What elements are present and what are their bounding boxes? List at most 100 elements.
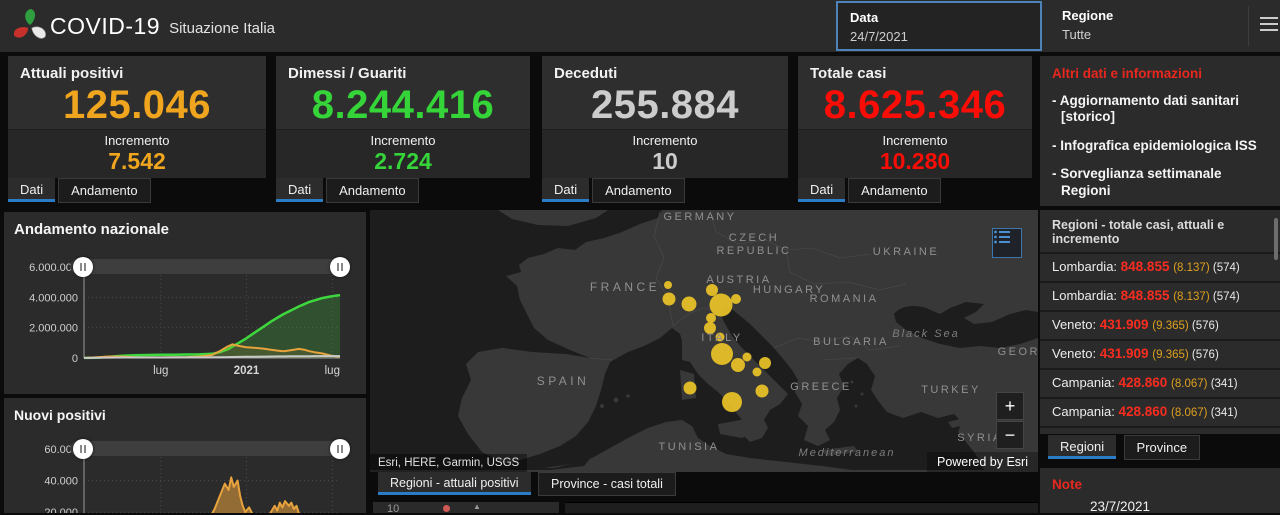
info-link[interactable]: - Sorveglianza settimanale Regioni bbox=[1052, 166, 1222, 198]
region-row[interactable]: Veneto: 431.909 (9.365) (576) bbox=[1040, 339, 1280, 368]
svg-text:60.000: 60.000 bbox=[44, 444, 78, 456]
tab-dati[interactable]: Dati bbox=[798, 178, 846, 202]
time-range-slider-track[interactable] bbox=[70, 259, 350, 274]
time-range-slider-handle-left[interactable] bbox=[73, 439, 93, 459]
map-bubble[interactable] bbox=[722, 392, 742, 412]
map-bubble[interactable] bbox=[759, 357, 771, 369]
region-current-positives: (9.365) bbox=[1152, 349, 1192, 361]
info-link[interactable]: - Infografica epidemiologica ISS bbox=[1052, 137, 1257, 153]
other-info-title: Altri dati e informazioni bbox=[1052, 66, 1203, 81]
clipped-red-dot bbox=[443, 505, 450, 512]
stat-card-title: Dimessi / Guariti bbox=[288, 65, 407, 82]
stat-card-title: Totale casi bbox=[810, 65, 887, 82]
region-name: Campania: bbox=[1052, 375, 1119, 390]
increment-label: Incremento bbox=[882, 133, 948, 148]
tab-andamento[interactable]: Andamento bbox=[848, 178, 941, 203]
svg-text:0: 0 bbox=[72, 353, 78, 365]
national-trend-title: Andamento nazionale bbox=[14, 221, 170, 238]
hamburger-menu-icon[interactable] bbox=[1260, 17, 1278, 35]
map-bubble[interactable] bbox=[755, 384, 769, 398]
region-selector[interactable]: Regione Tutte bbox=[1050, 1, 1230, 51]
map-zoom-out-button[interactable]: − bbox=[996, 421, 1024, 449]
time-range-slider-handle-right[interactable] bbox=[330, 257, 350, 277]
tab-dati[interactable]: Dati bbox=[542, 178, 590, 202]
map-bubble[interactable] bbox=[683, 381, 697, 395]
tab-dati[interactable]: Dati bbox=[276, 178, 324, 202]
region-row[interactable]: Veneto: 431.909 (9.365) (576) bbox=[1040, 310, 1280, 339]
svg-text:40.000: 40.000 bbox=[44, 476, 78, 488]
region-selector-value: Tutte bbox=[1062, 27, 1092, 42]
stat-card-increment: Incremento 2.724 bbox=[276, 129, 530, 178]
header-divider bbox=[1248, 6, 1249, 46]
tab-regioni[interactable]: Regioni bbox=[1048, 435, 1117, 459]
region-name: Emilia-Romagna: bbox=[1052, 433, 1155, 434]
map-bubble[interactable] bbox=[752, 367, 762, 377]
region-increment: (574) bbox=[1212, 262, 1240, 274]
national-trend-panel: Andamento nazionale 6.000.000 4.000.000 2.… bbox=[4, 212, 366, 394]
stat-card-tabs: Dati Andamento bbox=[8, 178, 266, 205]
region-increment: (574) bbox=[1212, 291, 1240, 303]
time-range-slider-handle-right[interactable] bbox=[330, 439, 350, 459]
region-bubbles-layer bbox=[662, 281, 771, 412]
scrollbar-thumb[interactable] bbox=[1274, 218, 1278, 260]
map-canvas bbox=[370, 210, 1038, 472]
map-zoom-in-button[interactable]: + bbox=[996, 392, 1024, 420]
map-bubble[interactable] bbox=[704, 322, 716, 334]
region-name: Lombardia: bbox=[1052, 259, 1121, 274]
note-title: Note bbox=[1052, 477, 1082, 492]
region-increment: (576) bbox=[1191, 320, 1219, 332]
region-row[interactable]: Campania: 428.860 (8.067) (341) bbox=[1040, 397, 1280, 426]
increment-label: Incremento bbox=[104, 133, 170, 148]
clipped-sort-caret: ▲ bbox=[473, 502, 481, 511]
region-current-positives: (8.137) bbox=[1173, 291, 1213, 303]
map-bubble[interactable] bbox=[731, 358, 745, 372]
map-bubble[interactable] bbox=[664, 281, 672, 289]
increment-label: Incremento bbox=[632, 133, 698, 148]
regions-tabs: Regioni Province bbox=[1040, 434, 1280, 464]
increment-value: 10.280 bbox=[879, 148, 951, 174]
map-bubble[interactable] bbox=[706, 284, 718, 296]
legend-button[interactable] bbox=[992, 228, 1022, 258]
tab-andamento[interactable]: Andamento bbox=[58, 178, 151, 203]
tab-province[interactable]: Province bbox=[1123, 435, 1201, 460]
time-range-slider-handle-left[interactable] bbox=[73, 257, 93, 277]
info-link[interactable]: - Aggiornamento dati sanitari [storico] bbox=[1052, 93, 1240, 125]
region-row[interactable]: Campania: 428.860 (8.067) (341) bbox=[1040, 368, 1280, 397]
region-increment: (576) bbox=[1191, 349, 1219, 361]
tab-andamento[interactable]: Andamento bbox=[592, 178, 685, 203]
map-bubble[interactable] bbox=[742, 352, 752, 362]
svg-text:lug: lug bbox=[153, 365, 168, 377]
svg-text:2.000.000: 2.000.000 bbox=[29, 323, 78, 335]
region-name: Veneto: bbox=[1052, 346, 1100, 361]
region-total-cases: 848.855 bbox=[1120, 259, 1174, 274]
map-bubble[interactable] bbox=[706, 313, 716, 323]
region-current-positives: (8.067) bbox=[1171, 407, 1211, 419]
map-bubble[interactable] bbox=[709, 293, 733, 317]
stat-card: Dimessi / Guariti 8.244.416 Incremento 2.72… bbox=[276, 56, 530, 178]
europe-map[interactable]: GERMANY CZECH REPUBLIC UKRAINE AUSTRIA FRANCE… bbox=[370, 210, 1038, 472]
region-increment: (341) bbox=[1210, 378, 1238, 390]
date-selector[interactable]: Data 24/7/2021 bbox=[836, 1, 1042, 51]
tab-andamento[interactable]: Andamento bbox=[326, 178, 419, 203]
stat-card-increment: Incremento 7.542 bbox=[8, 129, 266, 178]
region-row[interactable]: Emilia-Romagna: 390.857 (4.309) (468) bbox=[1040, 426, 1280, 434]
region-row[interactable]: Lombardia: 848.855 (8.137) (574) bbox=[1040, 281, 1280, 310]
tab-province-casi-totali[interactable]: Province - casi totali bbox=[538, 472, 676, 496]
map-bubble[interactable] bbox=[662, 292, 676, 306]
tab-regioni-attuali-positivi[interactable]: Regioni - attuali positivi bbox=[378, 472, 531, 495]
time-range-slider-track[interactable] bbox=[70, 441, 350, 456]
increment-label: Incremento bbox=[370, 133, 436, 148]
map-bubble[interactable] bbox=[715, 332, 725, 342]
app-subtitle: Situazione Italia bbox=[169, 19, 275, 37]
region-current-positives: (8.067) bbox=[1171, 378, 1211, 390]
stat-card: Deceduti 255.884 Incremento 10 bbox=[542, 56, 788, 178]
map-bubble[interactable] bbox=[711, 343, 733, 365]
stat-card-tabs: Dati Andamento bbox=[276, 178, 530, 205]
map-bubble[interactable] bbox=[681, 296, 697, 312]
powered-by-esri: Powered by Esri bbox=[926, 452, 1038, 472]
map-bubble[interactable] bbox=[731, 294, 741, 304]
tab-dati[interactable]: Dati bbox=[8, 178, 56, 202]
region-total-cases: 431.909 bbox=[1099, 346, 1153, 361]
region-row[interactable]: Lombardia: 848.855 (8.137) (574) bbox=[1040, 252, 1280, 281]
map-attribution: Esri, HERE, Garmin, USGS bbox=[370, 454, 528, 472]
